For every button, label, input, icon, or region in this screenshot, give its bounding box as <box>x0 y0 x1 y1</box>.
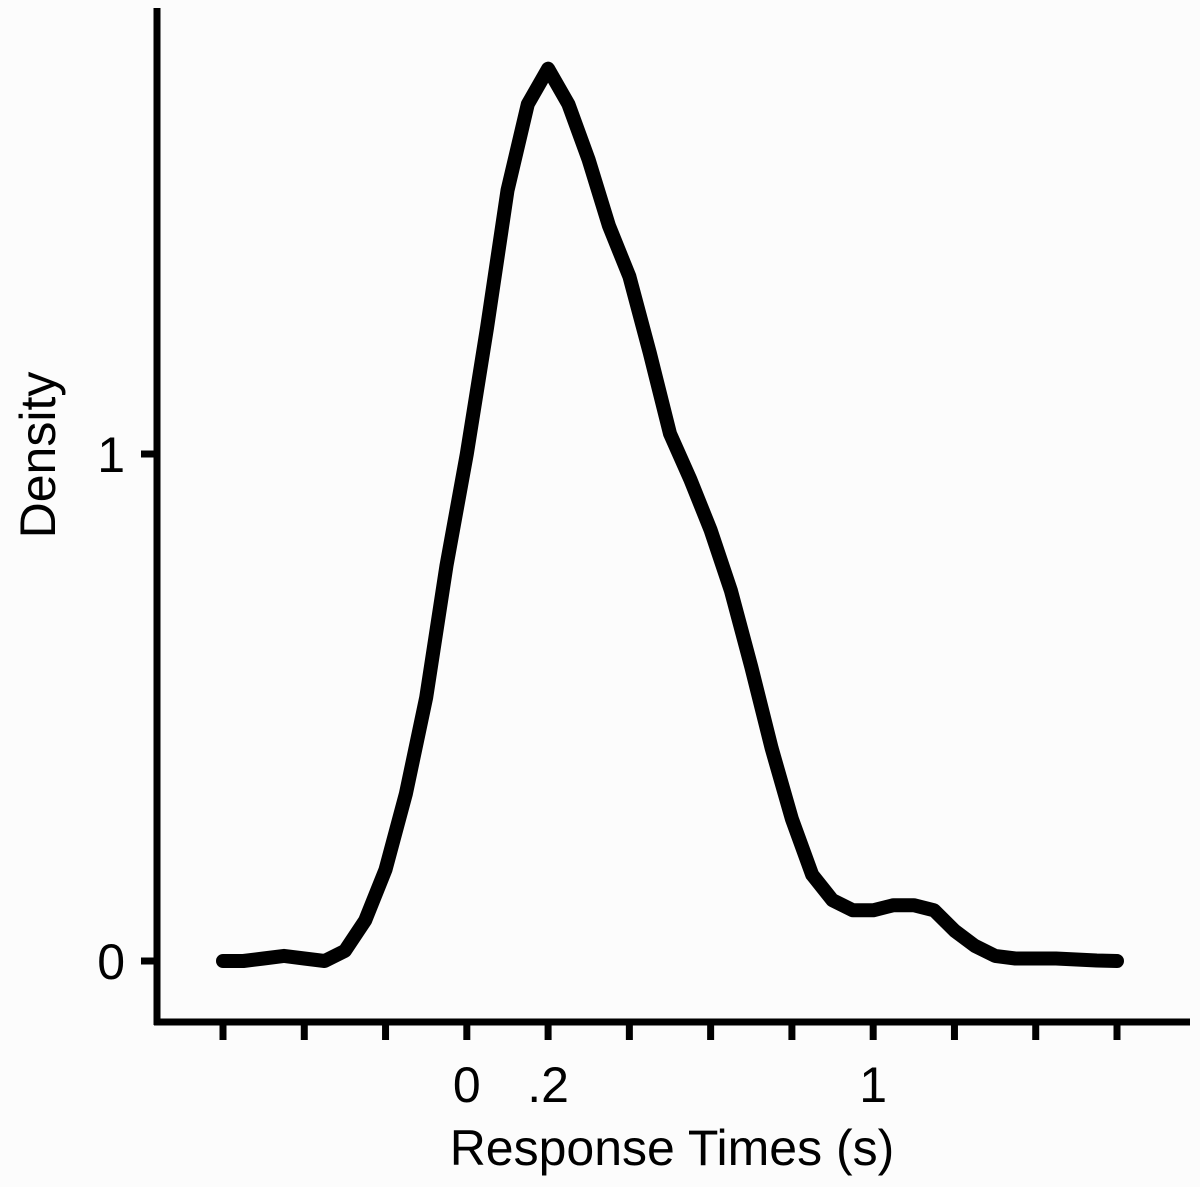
y-axis-title: Density <box>10 372 66 539</box>
x-axis-ticks: 0.2 1 <box>219 1022 1121 1113</box>
x-tick-label: 1 <box>859 1057 887 1113</box>
y-axis-ticks: 01 <box>97 427 157 990</box>
y-tick-label: 1 <box>97 427 125 483</box>
x-axis-title: Response Times (s) <box>450 1120 895 1176</box>
x-tick-label: 0 <box>453 1057 481 1113</box>
y-tick-label: 0 <box>97 934 125 990</box>
density-curve <box>216 61 1124 968</box>
x-tick-label: .2 <box>527 1057 569 1113</box>
